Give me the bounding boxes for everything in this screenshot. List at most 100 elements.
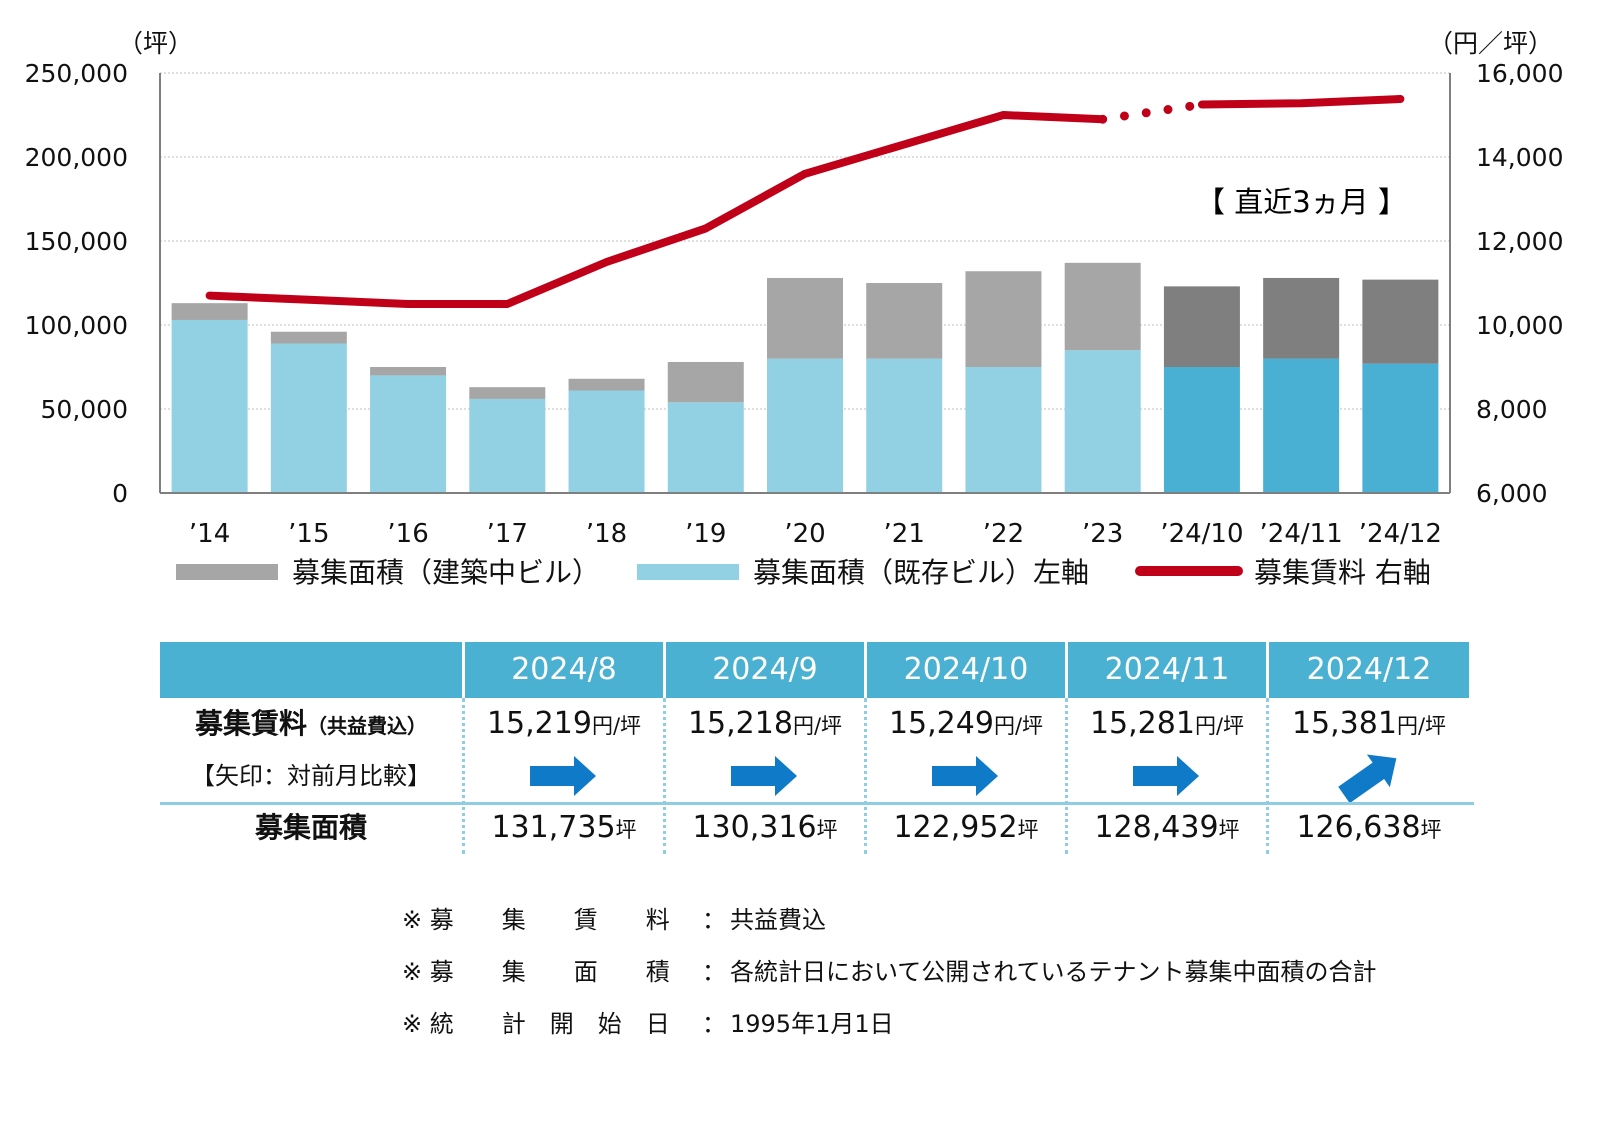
right-tick-label: 14,000 bbox=[1476, 143, 1563, 172]
area-unit: 坪 bbox=[615, 818, 637, 842]
x-tick-label: ’21 bbox=[884, 519, 925, 549]
bar-construction bbox=[866, 283, 943, 359]
rent-unit: 円/坪 bbox=[591, 714, 642, 738]
bar-construction bbox=[767, 277, 843, 359]
bar-construction bbox=[1263, 277, 1340, 359]
area-cell: 128,439坪 bbox=[1068, 808, 1266, 852]
bar-construction bbox=[568, 378, 645, 391]
bar-existing bbox=[568, 390, 645, 493]
bar-existing bbox=[370, 375, 447, 493]
note-label-area: ※ 募 集 面 積 bbox=[402, 958, 670, 986]
bars bbox=[171, 262, 1439, 493]
legend-swatch-existing bbox=[637, 564, 739, 580]
area-value: 128,439 bbox=[1094, 810, 1219, 845]
x-tick-label: ’15 bbox=[288, 519, 329, 549]
x-tick-label: ’19 bbox=[685, 519, 726, 549]
x-tick-label: ’20 bbox=[784, 519, 825, 549]
rent-label: 募集賃料 bbox=[194, 707, 307, 740]
area-value: 122,952 bbox=[893, 810, 1018, 845]
bar-existing bbox=[1362, 363, 1439, 493]
x-tick-label: ’24/11 bbox=[1260, 519, 1343, 549]
arrow-right-icon bbox=[1133, 756, 1199, 796]
right-tick-label: 6,000 bbox=[1476, 479, 1548, 508]
area-cell: 131,735坪 bbox=[465, 808, 663, 852]
left-tick-label: 150,000 bbox=[25, 227, 128, 256]
rent-row-label: 募集賃料（共益費込） bbox=[160, 704, 462, 748]
x-tick-label: ’17 bbox=[487, 519, 528, 549]
rent-cell: 15,381円/坪 bbox=[1269, 704, 1469, 748]
rent-value: 15,219 bbox=[486, 706, 592, 741]
note-text-rent: 共益費込 bbox=[730, 906, 826, 934]
rent-unit: 円/坪 bbox=[792, 714, 843, 738]
rent-value: 15,218 bbox=[687, 706, 793, 741]
x-tick-label: ’14 bbox=[189, 519, 230, 549]
rent-line-gap bbox=[1098, 100, 1207, 124]
row-separator bbox=[160, 802, 1474, 805]
note-text-area: 各統計日において公開されているテナント募集中面積の合計 bbox=[730, 958, 1377, 986]
bar-existing bbox=[667, 402, 744, 493]
bar-existing bbox=[1064, 350, 1141, 493]
right-tick-label: 16,000 bbox=[1476, 59, 1563, 88]
rent-line-annual bbox=[205, 111, 1107, 308]
rent-value: 15,381 bbox=[1291, 706, 1397, 741]
x-tick-label: ’23 bbox=[1082, 519, 1123, 549]
area-value: 126,638 bbox=[1296, 810, 1421, 845]
bar-construction bbox=[469, 387, 546, 399]
column-separator bbox=[1266, 698, 1269, 854]
legend-label-construction: 募集面積（建築中ビル） bbox=[292, 556, 600, 589]
area-unit: 坪 bbox=[1218, 818, 1240, 842]
bar-existing bbox=[171, 319, 248, 493]
rent-line-recent bbox=[1197, 94, 1405, 109]
bar-construction bbox=[667, 361, 744, 403]
summary-table: 2024/8 2024/9 2024/10 2024/11 2024/12 募集… bbox=[160, 642, 1480, 854]
x-tick-label: ’24/12 bbox=[1359, 519, 1442, 549]
legend-label-existing: 募集面積（既存ビル）左軸 bbox=[753, 556, 1089, 589]
rent-value: 15,249 bbox=[888, 706, 994, 741]
left-tick-label: 100,000 bbox=[25, 311, 128, 340]
x-tick-label: ’22 bbox=[983, 519, 1024, 549]
left-axis-unit: （坪） bbox=[118, 29, 193, 58]
arrow-right-icon bbox=[530, 756, 596, 796]
note-sep-start: ： bbox=[702, 1010, 726, 1038]
x-tick-label: ’18 bbox=[586, 519, 627, 549]
table-header-col: 2024/9 bbox=[666, 642, 864, 698]
bar-construction bbox=[171, 303, 248, 320]
area-cell: 122,952坪 bbox=[867, 808, 1065, 852]
area-unit: 坪 bbox=[1017, 818, 1039, 842]
area-cell: 126,638坪 bbox=[1269, 808, 1469, 852]
rent-line bbox=[205, 94, 1405, 308]
rent-label-sub: （共益費込） bbox=[307, 714, 427, 738]
rent-cell: 15,219円/坪 bbox=[465, 704, 663, 748]
bar-construction bbox=[370, 367, 447, 376]
right-tick-label: 10,000 bbox=[1476, 311, 1563, 340]
bar-existing bbox=[965, 367, 1042, 493]
bar-existing bbox=[1263, 358, 1340, 493]
rent-unit: 円/坪 bbox=[1396, 714, 1447, 738]
bar-construction bbox=[270, 331, 347, 344]
rent-cell: 15,281円/坪 bbox=[1068, 704, 1266, 748]
column-separator bbox=[663, 698, 666, 854]
x-tick-label: ’24/10 bbox=[1160, 519, 1243, 549]
bar-existing bbox=[866, 358, 943, 493]
bar-existing bbox=[767, 358, 843, 493]
column-separator bbox=[864, 698, 867, 854]
column-separator bbox=[1065, 698, 1068, 854]
note-sep-rent: ： bbox=[702, 906, 726, 934]
arrow-up-right-icon bbox=[1338, 754, 1397, 804]
table-header-col: 2024/12 bbox=[1269, 642, 1469, 698]
area-unit: 坪 bbox=[816, 818, 838, 842]
recent-annotation: 【 直近3ヵ月 】 bbox=[1196, 185, 1407, 219]
rent-cell: 15,218円/坪 bbox=[666, 704, 864, 748]
rent-unit: 円/坪 bbox=[993, 714, 1044, 738]
note-label-start: ※ 統 計 開 始 日 bbox=[402, 1010, 670, 1038]
area-unit: 坪 bbox=[1420, 818, 1442, 842]
note-text-start: 1995年1月1日 bbox=[730, 1010, 894, 1038]
bar-construction bbox=[1362, 279, 1439, 364]
legend-label-rent: 募集賃料 右軸 bbox=[1254, 556, 1431, 589]
area-value: 130,316 bbox=[692, 810, 817, 845]
bar-existing bbox=[469, 398, 546, 493]
right-axis-unit: （円／坪） bbox=[1428, 29, 1553, 58]
rent-cell: 15,249円/坪 bbox=[867, 704, 1065, 748]
x-tick-label: ’16 bbox=[387, 519, 428, 549]
rent-unit: 円/坪 bbox=[1194, 714, 1245, 738]
